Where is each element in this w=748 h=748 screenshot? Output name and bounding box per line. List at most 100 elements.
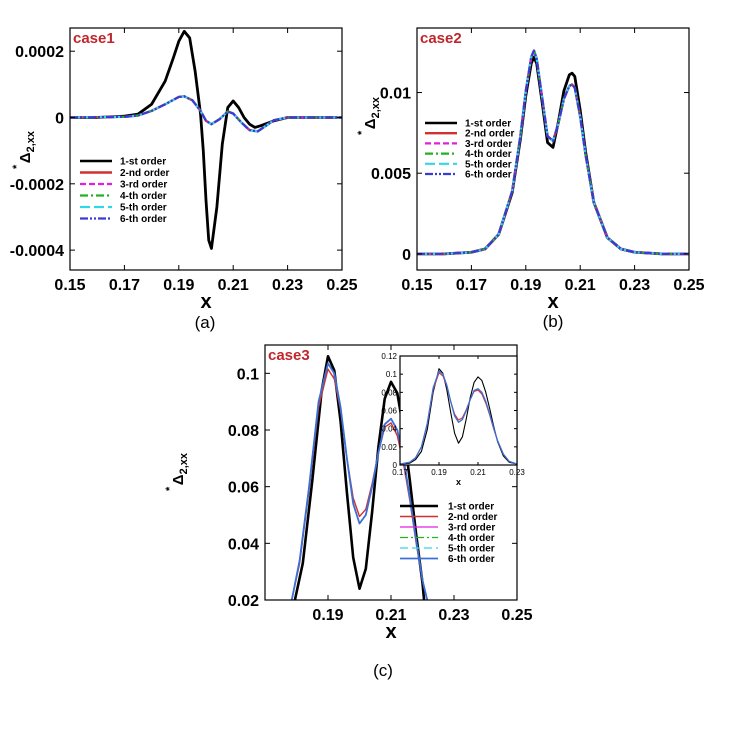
y-axis-label-superscript: * [356,130,368,135]
x-tick-label: 0.19 [163,277,194,294]
x-axis-label: x [456,477,461,487]
y-axis-label-subscript: 2,xx [25,130,37,152]
legend-label-6: 6-th order [120,214,167,225]
y-tick-label: 0.04 [381,425,397,434]
legend-label-3: 3-rd order [465,139,512,150]
y-tick-label: 0.08 [381,388,397,397]
legend-label-1: 1-st order [120,157,166,168]
x-axis-label: x [547,291,558,313]
x-tick-label: 0.21 [470,468,486,477]
legend-label-2: 2-nd order [448,512,498,523]
series-group [70,29,342,250]
panel-a-case1: 0.15 0.17 0.19 0.21 0.23 0.25 -0.0004 -0.0002 0 0… [10,27,358,332]
series-line-5 [70,95,342,133]
plot-frame [416,27,690,271]
y-axis-label-superscript: * [11,164,23,169]
y-tick-label: 0.0002 [15,44,64,61]
x-axis-label: x [200,291,211,313]
panel-c-inset: 0.17 0.19 0.21 0.23 0 0.02 0.04 0.06 0.08 0.1 0.12… [381,352,525,487]
x-tick-label: 0.17 [392,468,408,477]
series-line-4 [417,49,689,255]
x-tick-label: 0.21 [218,277,249,294]
y-axis-label-base: Δ [362,118,379,129]
x-tick-label: 0.23 [509,468,525,477]
series-line-5 [417,49,689,255]
y-axis-label-base: Δ [170,474,187,485]
y-tick-label: 0.06 [228,480,259,497]
x-tick-label: 0.25 [326,277,357,294]
y-axis-label-base: Δ [17,152,34,163]
series-line-3 [70,95,342,133]
legend-label-2: 2-nd order [465,129,515,140]
legend-label-2: 2-nd order [120,168,170,179]
legend-label-6: 6-th order [465,170,512,181]
x-tick-label: 0.23 [272,277,303,294]
x-tick-label: 0.21 [565,277,596,294]
legend-label-1: 1-st order [448,502,494,513]
y-tick-label: 0.1 [386,370,398,379]
y-axis-label-subscript: 2,xx [178,452,190,474]
case-title: case3 [268,347,310,364]
panel-label: (a) [195,313,216,332]
y-tick-label: 0.02 [228,593,259,610]
x-tick-label: 0.23 [438,607,469,624]
x-tick-label: 0.21 [375,607,406,624]
y-axis-label-subscript: 2,xx [370,96,382,118]
y-tick-label: 0 [55,111,64,128]
legend-label-4: 4-th order [465,149,512,160]
x-tick-label: 0.23 [619,277,650,294]
x-tick-label: 0.15 [401,277,432,294]
x-tick-label: 0.19 [312,607,343,624]
series-line-6 [70,95,342,133]
x-tick-label: 0.25 [501,607,532,624]
legend-label-6: 6-th order [448,554,495,565]
x-tick-label: 0.19 [431,468,447,477]
series-line-6 [290,362,429,600]
legend-label-1: 1-st order [465,119,511,130]
series-line-1 [417,55,689,256]
y-axis-label: Δ2,xx * [11,130,37,169]
case-title: case1 [73,30,115,47]
y-tick-label: 0.12 [381,352,397,361]
series-line-6 [417,49,689,255]
legend-label-5: 5-th order [465,159,512,170]
x-tick-label: 0.15 [54,277,85,294]
series-line-4 [70,95,342,133]
series-line-2 [417,49,689,256]
y-tick-label: 0 [393,461,398,470]
panel-label: (b) [543,312,564,331]
y-tick-label: 0.08 [228,423,259,440]
legend-label-5: 5-th order [120,203,167,214]
legend-label-5: 5-th order [448,544,495,555]
y-tick-label: 0.06 [381,407,397,416]
y-tick-label: 0.005 [371,166,411,183]
y-tick-label: 0.1 [237,366,259,383]
y-tick-label: 0.04 [228,536,259,553]
plot-frame [69,27,343,271]
series-line-3 [417,49,689,255]
panel-c-case3: 0.19 0.21 0.23 0.25 0.02 0.04 0.06 0.08 0.1 x case… [164,344,533,680]
inset-background [400,356,517,465]
legend-label-3: 3-rd order [120,180,167,191]
y-tick-label: 0.01 [380,86,411,103]
legend-label-4: 4-th order [448,533,495,544]
y-axis-label: Δ2,xx * [356,96,382,135]
y-tick-label: -0.0002 [10,177,64,194]
series-line-1 [70,29,342,250]
series-line-3 [400,370,517,465]
series-group [400,368,517,465]
y-axis-label-superscript: * [164,486,176,491]
y-tick-label: -0.0004 [10,243,64,260]
legend-label-3: 3-rd order [448,523,495,534]
case-title: case2 [420,30,462,47]
y-tick-label: 0.02 [381,443,397,452]
panel-label: (c) [373,661,393,680]
y-tick-label: 0 [402,247,411,264]
series-group [417,49,689,256]
legend-label-4: 4-th order [120,191,167,202]
x-tick-label: 0.19 [510,277,541,294]
